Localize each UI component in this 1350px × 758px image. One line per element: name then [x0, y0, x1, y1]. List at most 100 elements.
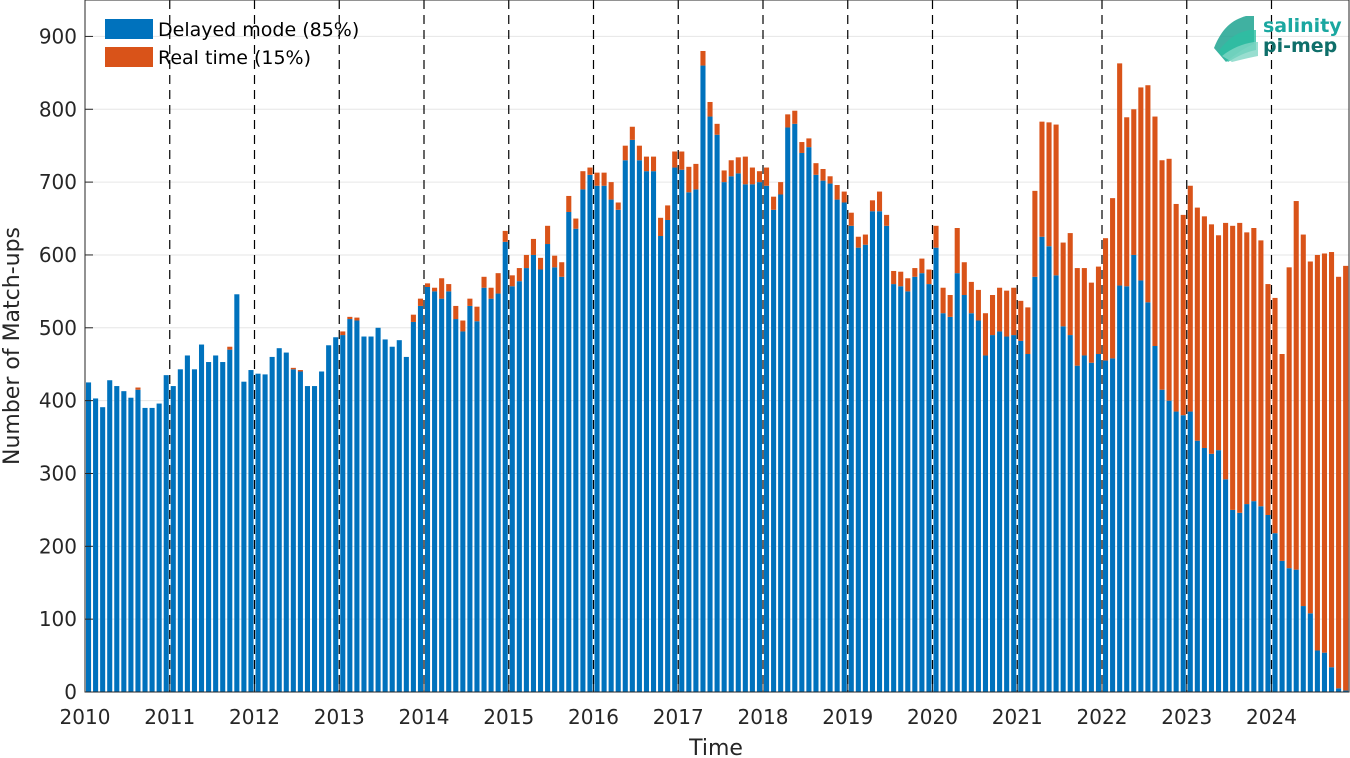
x-tick-label: 2015	[483, 705, 534, 729]
bar-realtime	[1018, 300, 1024, 341]
bar-delayed	[1336, 688, 1342, 692]
bar-realtime	[658, 217, 664, 237]
bar-delayed	[869, 211, 876, 693]
bar-delayed	[1124, 286, 1130, 692]
bar-realtime	[1194, 207, 1200, 441]
bar-realtime	[1223, 222, 1229, 480]
bar-delayed	[1173, 411, 1179, 692]
logo-text-pimep: pi-mep	[1263, 35, 1337, 57]
bar-delayed	[502, 241, 508, 692]
bar-realtime	[933, 225, 939, 248]
bar-realtime	[566, 195, 572, 212]
bar-delayed	[785, 127, 791, 693]
bar-delayed	[1328, 667, 1335, 692]
x-tick-label: 2022	[1077, 705, 1128, 729]
bar-realtime	[1314, 254, 1320, 651]
bar-delayed	[841, 202, 847, 692]
bar-realtime	[1011, 287, 1017, 336]
bar-delayed	[135, 389, 141, 692]
bar-realtime	[424, 283, 431, 287]
bar-realtime	[1187, 185, 1193, 412]
legend-swatch-realtime	[105, 47, 153, 67]
bar-delayed	[714, 134, 720, 692]
bar-delayed	[319, 371, 325, 692]
bar-delayed	[1131, 254, 1137, 692]
bar-realtime	[573, 218, 579, 229]
bar-delayed	[1011, 335, 1017, 692]
bar-delayed	[735, 173, 741, 693]
bar-delayed	[975, 320, 981, 692]
bar-delayed	[1053, 275, 1059, 692]
bar-realtime	[1201, 216, 1207, 448]
bar-delayed	[354, 320, 360, 692]
bar-realtime	[940, 287, 946, 314]
bar-realtime	[820, 168, 826, 181]
bar-realtime	[1060, 242, 1066, 327]
bar-delayed	[417, 305, 424, 692]
bar-realtime	[756, 171, 763, 183]
bar-realtime	[1081, 268, 1087, 356]
bar-delayed	[220, 362, 226, 692]
bar-realtime	[891, 270, 897, 285]
bar-realtime	[1138, 87, 1144, 281]
plot-frame	[84, 0, 1350, 693]
bar-realtime	[855, 236, 861, 248]
bar-delayed	[467, 305, 473, 692]
bar-realtime	[1095, 266, 1102, 355]
bar-realtime	[559, 262, 565, 277]
bar-delayed	[128, 397, 134, 692]
bar-delayed	[650, 171, 657, 692]
bar-realtime	[1088, 282, 1094, 363]
bar-realtime	[947, 295, 953, 317]
bar-delayed	[516, 281, 522, 692]
bar-realtime	[792, 110, 798, 124]
bar-realtime	[968, 281, 974, 314]
legend-label-realtime: Real time (15%)	[158, 47, 311, 69]
bar-realtime	[552, 255, 558, 268]
bar-realtime	[1004, 290, 1010, 337]
bar-delayed	[1237, 512, 1243, 692]
bar-delayed	[495, 293, 501, 692]
bar-realtime	[1265, 284, 1271, 515]
bar-delayed	[241, 381, 247, 692]
bar-delayed	[1081, 355, 1087, 692]
x-tick-label: 2011	[144, 705, 195, 729]
bar-delayed	[85, 382, 92, 692]
bar-realtime	[707, 101, 713, 117]
bar-delayed	[262, 374, 268, 692]
y-tick-label: 900	[39, 24, 77, 48]
bar-delayed	[453, 319, 459, 692]
bar-delayed	[728, 176, 734, 692]
bar-delayed	[523, 268, 529, 692]
bar-delayed	[276, 348, 282, 692]
bar-delayed	[1166, 400, 1172, 692]
bar-realtime	[516, 268, 522, 282]
bar-realtime	[1180, 214, 1186, 416]
bar-realtime	[989, 295, 996, 336]
bar-realtime	[629, 126, 635, 140]
bar-delayed	[375, 327, 381, 692]
bar-delayed	[855, 247, 861, 692]
bar-realtime	[806, 138, 812, 148]
bar-realtime	[650, 156, 657, 172]
legend-label-delayed: Delayed mode (85%)	[158, 19, 359, 41]
bar-realtime	[749, 167, 755, 185]
bar-realtime	[1145, 85, 1151, 303]
bar-delayed	[403, 356, 409, 692]
bar-realtime	[735, 157, 741, 174]
bar-delayed	[304, 386, 311, 692]
x-tick-label: 2016	[568, 705, 619, 729]
bar-delayed	[1095, 354, 1102, 692]
bar-delayed	[1145, 302, 1151, 692]
bar-realtime	[1286, 267, 1292, 569]
bar-delayed	[1279, 560, 1285, 692]
bar-delayed	[1208, 453, 1215, 692]
bar-realtime	[1039, 121, 1045, 237]
bar-delayed	[693, 189, 699, 692]
bar-realtime	[714, 123, 720, 135]
bar-delayed	[1201, 447, 1207, 692]
bar-realtime	[1053, 124, 1059, 276]
bar-realtime	[912, 268, 918, 277]
bar-realtime	[742, 156, 748, 185]
bar-delayed	[1230, 509, 1236, 692]
